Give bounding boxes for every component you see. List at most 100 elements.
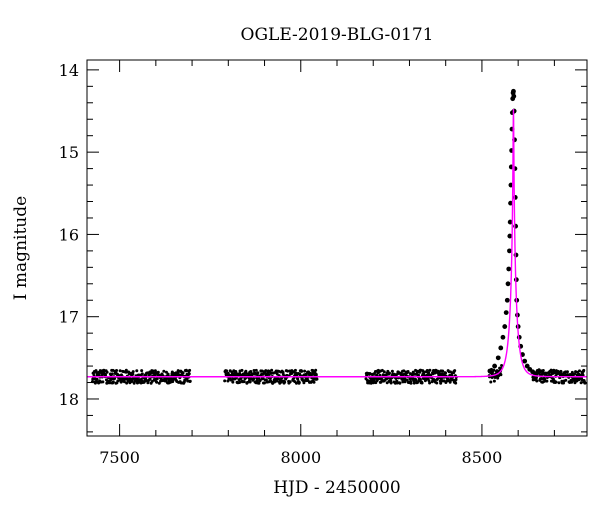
data-point [296,377,300,381]
data-point [390,369,394,373]
data-point [155,380,159,384]
data-point [500,363,504,367]
data-point [124,368,128,372]
model-curve [87,109,587,378]
data-point [402,369,406,373]
data-point [111,380,115,384]
data-point [234,371,238,375]
data-point [389,379,393,383]
data-point [244,371,248,375]
data-point [115,369,119,372]
data-point [254,368,258,372]
data-point [497,374,501,378]
data-point [252,369,256,373]
data-point [113,376,117,380]
data-point [131,370,135,374]
data-point [314,373,318,377]
data-point [444,371,448,375]
data-point [535,379,539,383]
data-point [110,372,114,376]
x-axis-label: HJD - 2450000 [273,478,401,498]
data-point [453,369,457,373]
data-point [286,369,290,373]
y-tick-label: 15 [59,143,79,162]
data-point [155,377,159,381]
data-point [489,380,493,384]
data-point [395,381,399,385]
data-point [418,377,422,381]
data-point [549,368,553,372]
data-point [420,381,424,385]
data-point [312,380,316,384]
data-point [242,380,246,384]
data-point [281,370,285,374]
data-point [255,379,259,383]
data-point [264,369,268,373]
x-tick-label: 8000 [280,448,321,467]
data-point [565,370,569,374]
data-point [499,373,503,377]
chart-title: OGLE-2019-BLG-0171 [241,25,434,45]
data-point [559,369,563,373]
data-point [297,381,301,384]
data-point [492,363,498,369]
data-point [503,310,509,315]
data-point [454,381,458,385]
data-point [275,379,279,383]
data-point [131,372,135,376]
data-point [406,370,410,374]
data-point [541,368,545,372]
data-point [570,380,574,384]
data-point [498,345,504,351]
data-point [231,380,235,384]
data-point [427,379,431,383]
data-point [505,281,511,287]
data-point [428,381,432,385]
data-point [248,380,252,384]
data-point [511,88,516,94]
data-point [554,380,558,384]
data-point [97,373,101,377]
data-point [522,358,528,364]
data-point [524,363,530,369]
data-point [240,368,244,372]
data-point [409,381,413,385]
axis-ticks [87,60,587,436]
data-point [375,373,379,377]
data-point [578,369,581,373]
data-point [513,252,519,258]
data-point [165,376,169,380]
data-point [511,93,517,99]
data-point [257,381,261,385]
data-point [270,368,274,372]
data-point [283,380,287,384]
data-point [288,380,292,384]
data-point [387,371,391,375]
data-point [252,377,256,381]
data-point [500,334,506,340]
data-point [188,379,192,383]
data-point [427,371,431,375]
data-point [256,371,260,375]
data-point [267,372,271,376]
data-point [428,368,432,372]
data-point [564,378,568,382]
data-point [545,379,549,383]
data-point [507,219,513,225]
data-point [119,373,123,377]
data-point [389,381,393,385]
data-point [394,377,398,381]
data-point [162,369,166,373]
data-point [181,371,185,375]
data-point [188,368,192,372]
data-point [249,369,253,373]
data-point [506,266,512,272]
data-point [153,369,157,373]
data-point [293,368,297,372]
data-point [533,371,539,376]
x-tick-label: 8500 [462,448,503,467]
data-point [398,381,402,385]
data-point [573,372,577,376]
data-point [101,380,105,384]
data-point [103,372,107,376]
